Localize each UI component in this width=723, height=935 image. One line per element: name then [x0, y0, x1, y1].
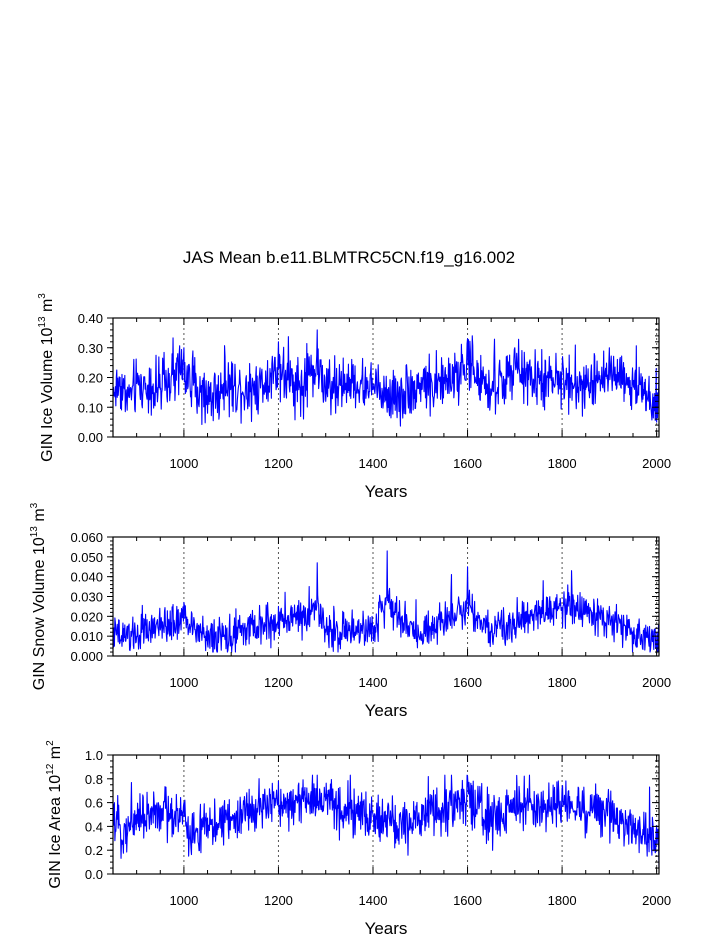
x-tick-label: 2000 — [642, 456, 671, 471]
y-axis-label: GIN Ice Volume 1013 m3 — [37, 293, 56, 462]
y-tick-label: 0.8 — [85, 772, 103, 787]
x-tick-label: 1600 — [453, 893, 482, 908]
y-tick-label: 0.20 — [78, 371, 103, 386]
x-axis-label: Years — [365, 701, 408, 720]
plot-frame — [112, 536, 660, 657]
x-tick-label: 1200 — [264, 456, 293, 471]
y-tick-label: 0.6 — [85, 796, 103, 811]
y-tick-label: 0.30 — [78, 341, 103, 356]
series-line — [112, 329, 660, 427]
y-tick-label: 0.020 — [70, 609, 103, 624]
x-axis-label: Years — [365, 482, 408, 501]
chart-title: JAS Mean b.e11.BLMTRC5CN.f19_g16.002 — [183, 248, 515, 267]
x-tick-label: 1000 — [169, 675, 198, 690]
x-tick-label: 1400 — [359, 456, 388, 471]
y-tick-label: 0.060 — [70, 530, 103, 545]
panel-3: 1000 1200 1400 1600 1800 2000 0.0 0.2 0.4 0.6 0.8 1… — [45, 740, 671, 935]
y-tick-label: 1.0 — [85, 748, 103, 763]
y-tick-label: 0.000 — [70, 649, 103, 664]
panel-2: 1000 1200 1400 1600 1800 2000 0.000 0.010 0.020 0… — [29, 502, 671, 720]
x-tick-label: 1200 — [264, 675, 293, 690]
series-line — [112, 774, 660, 869]
series-line — [112, 550, 660, 653]
y-axis-label: GIN Ice Area 1012 m2 — [45, 740, 64, 889]
x-tick-label: 1600 — [453, 456, 482, 471]
y-tick-label: 0.00 — [78, 430, 103, 445]
x-tick-label: 1000 — [169, 456, 198, 471]
y-tick-label: 0.10 — [78, 400, 103, 415]
y-axis-label: GIN Snow Volume 1013 m3 — [29, 502, 48, 690]
panel-1: 1000 1200 1400 1600 1800 2000 0.00 0.10 0.20 0.30… — [37, 293, 671, 501]
y-tick-label: 0.2 — [85, 843, 103, 858]
x-tick-label: 1800 — [548, 675, 577, 690]
x-tick-label: 1800 — [548, 456, 577, 471]
x-tick-label: 1400 — [359, 675, 388, 690]
x-tick-label: 1000 — [169, 893, 198, 908]
y-tick-label: 0.4 — [85, 819, 103, 834]
x-tick-label: 1800 — [548, 893, 577, 908]
x-tick-label: 2000 — [642, 893, 671, 908]
y-tick-label: 0.040 — [70, 570, 103, 585]
x-axis-label: Years — [365, 919, 408, 935]
y-tick-label: 0.010 — [70, 629, 103, 644]
x-tick-label: 1400 — [359, 893, 388, 908]
y-tick-label: 0.050 — [70, 550, 103, 565]
x-tick-label: 1200 — [264, 893, 293, 908]
y-tick-label: 0.0 — [85, 867, 103, 882]
x-tick-label: 2000 — [642, 675, 671, 690]
x-tick-label: 1600 — [453, 675, 482, 690]
y-tick-label: 0.030 — [70, 590, 103, 605]
y-tick-label: 0.40 — [78, 311, 103, 326]
